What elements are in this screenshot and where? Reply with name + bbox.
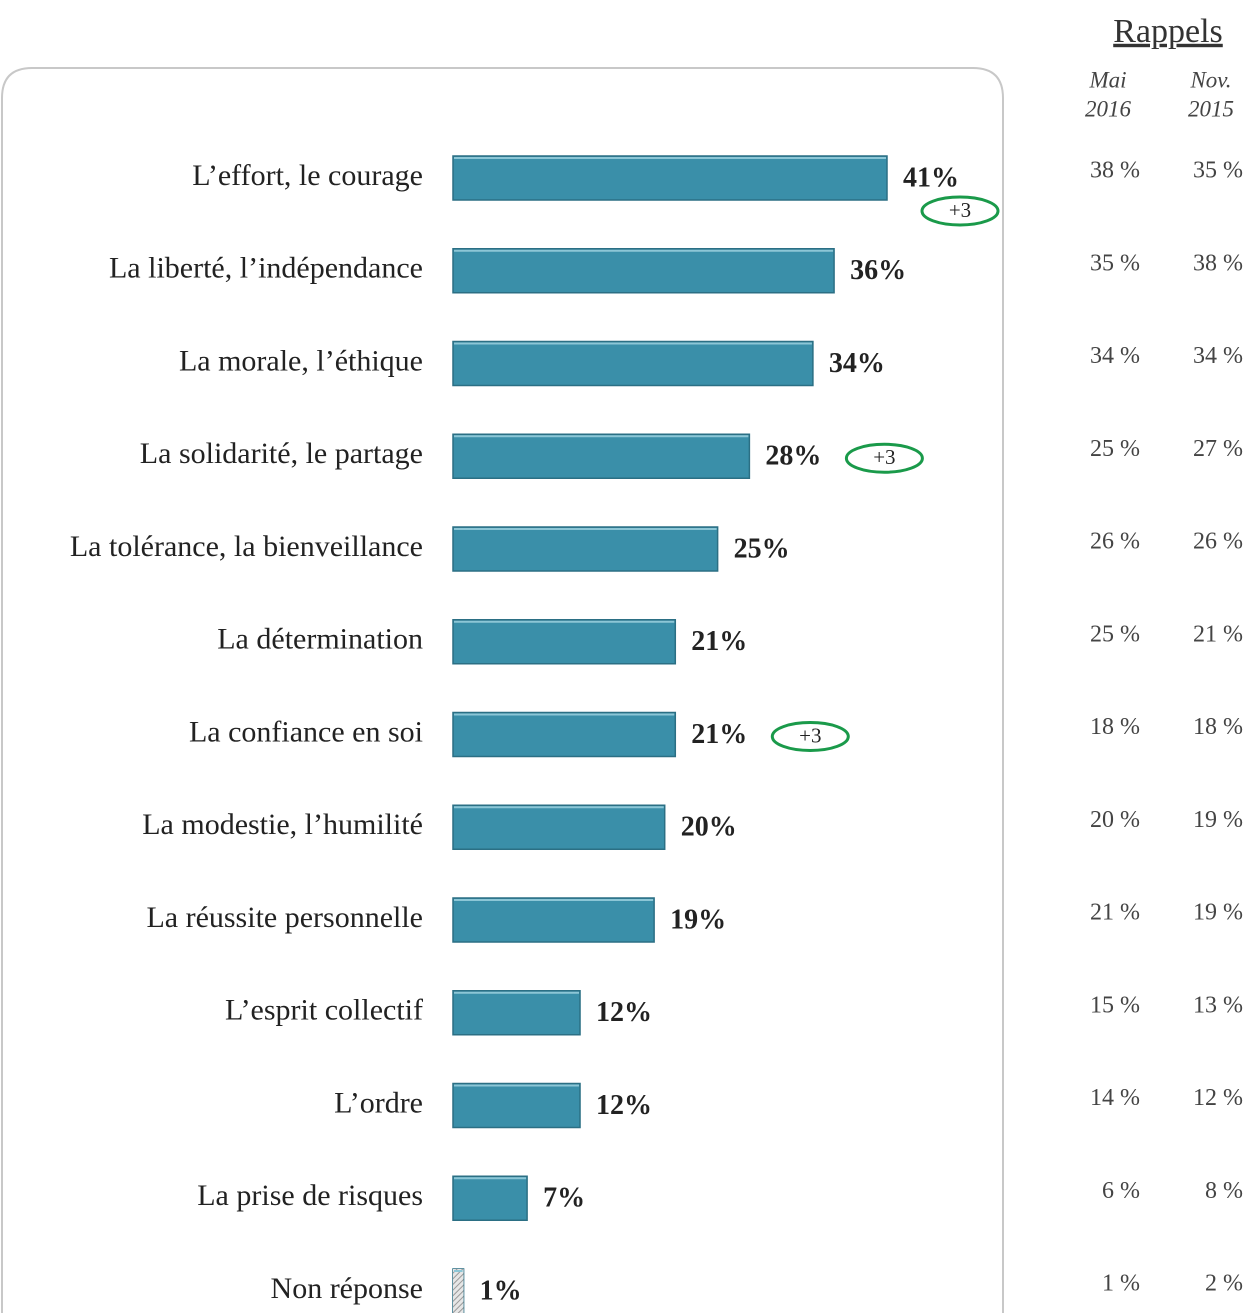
rappels-title: Rappels [1113,13,1223,50]
column-header: 2016 [1085,96,1132,121]
change-oval [920,195,1000,227]
bar [452,990,581,1036]
rappel-value: 14 % [1090,1085,1140,1111]
value-label: 20% [681,812,737,843]
bar [452,526,719,572]
value-label: 34% [829,348,885,379]
category-label: La modestie, l’humilité [142,808,423,841]
value-label: 28% [765,441,821,472]
category-label: La tolérance, la bienveillance [70,530,423,563]
rappel-value: 34 % [1193,343,1243,369]
value-label: 7% [543,1183,585,1214]
rappel-value: 19 % [1193,900,1243,926]
category-label: La réussite personnelle [146,901,423,934]
bar-hatch [453,1269,464,1313]
panel [1,67,1004,1313]
category-label: La confiance en soi [189,715,423,748]
change-label: +3 [949,198,971,222]
bar [452,433,751,479]
change-oval [770,721,850,752]
column-header: Nov. [1189,67,1231,92]
category-label: Non réponse [271,1272,423,1305]
rappel-value: 1 % [1102,1271,1140,1297]
rappel-value: 25 % [1090,621,1140,647]
rappel-value: 25 % [1090,436,1140,462]
rappel-value: 18 % [1193,714,1243,740]
rappel-value: 15 % [1090,992,1140,1018]
change-oval [844,442,924,474]
change-label: +3 [799,723,821,747]
value-label: 21% [691,719,747,750]
rappel-value: 6 % [1102,1178,1140,1204]
value-label: 36% [850,255,906,286]
rappel-value: 20 % [1090,807,1140,833]
bar [452,248,835,294]
rappel-value: 21 % [1090,900,1140,926]
value-label: 12% [596,997,652,1028]
rappel-value: 8 % [1205,1178,1243,1204]
value-label: 25% [734,533,790,564]
rappel-value: 13 % [1193,992,1243,1018]
value-label: 41% [903,162,959,193]
rappel-value: 34 % [1090,343,1140,369]
rappel-value: 26 % [1090,529,1140,555]
category-label: La morale, l’éthique [179,344,423,377]
bar [452,619,677,665]
value-label: 12% [596,1090,652,1121]
bar [452,1175,528,1221]
bar [452,1082,581,1129]
category-label: La liberté, l’indépendance [109,252,423,285]
value-label: 21% [691,626,747,657]
bar [452,711,677,758]
rappel-value: 38 % [1193,250,1243,276]
rappel-value: 2 % [1205,1271,1243,1297]
bar [452,155,888,201]
bar [452,804,666,850]
category-label: L’ordre [334,1086,423,1119]
rappel-value: 35 % [1090,250,1140,276]
rappel-value: 18 % [1090,714,1140,740]
category-label: La prise de risques [197,1179,423,1212]
rappel-value: 21 % [1193,621,1243,647]
category-label: La détermination [217,623,423,656]
rappel-value: 19 % [1193,807,1243,833]
change-label: +3 [873,445,895,469]
column-header: Mai [1088,67,1126,92]
rappel-value: 38 % [1090,158,1140,184]
rappel-value: 26 % [1193,529,1243,555]
category-label: L’esprit collectif [225,994,423,1027]
bar [452,340,814,387]
bar [452,897,655,943]
rappel-value: 27 % [1193,436,1243,462]
rappel-value: 12 % [1193,1085,1243,1111]
category-label: L’effort, le courage [192,159,423,192]
value-label: 1% [480,1275,522,1306]
column-header: 2015 [1188,96,1234,121]
category-label: La solidarité, le partage [140,437,423,470]
rappel-value: 35 % [1193,158,1243,184]
value-label: 19% [670,904,726,935]
